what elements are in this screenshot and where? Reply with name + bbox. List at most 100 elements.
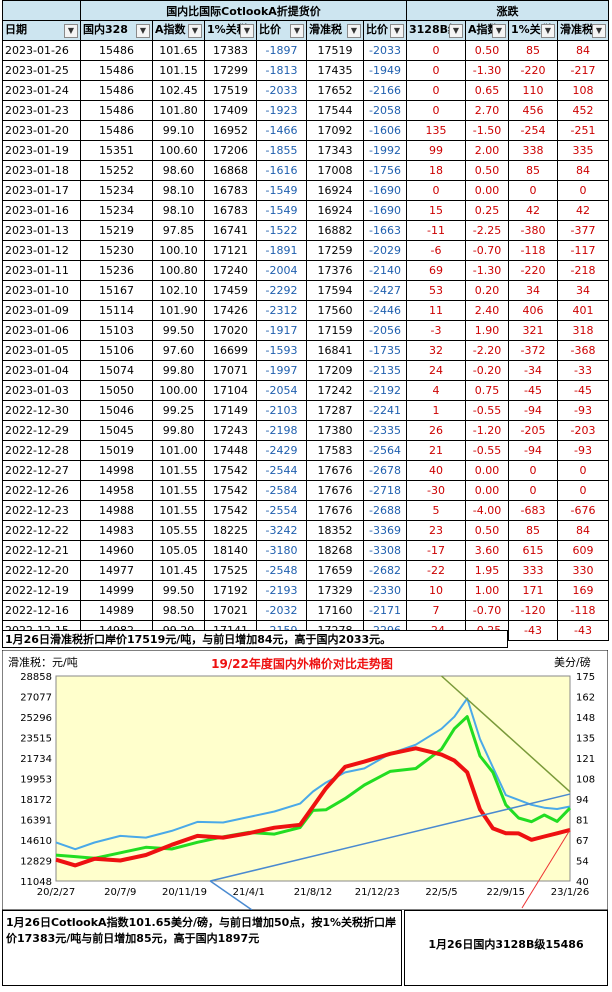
table-row: 2022-12-20 14977 101.45 17525 -2548 17659 -268… [2,560,609,581]
y-right-tick-label: 162 [576,693,595,704]
x-tick-label: 20/7/9 [104,887,136,898]
filter-dropdown-icon[interactable]: ▼ [592,24,606,38]
table-cell: 0 [557,180,609,201]
table-cell: 2023-01-20 [2,120,81,141]
table-cell: 333 [508,560,558,581]
filter-dropdown-icon[interactable]: ▼ [64,24,78,38]
table-cell: 2022-12-20 [2,560,81,581]
table-cell: -1949 [363,60,407,81]
series-line-0 [55,697,571,851]
table-cell: 0.65 [465,80,509,101]
table-cell: 169 [557,580,609,601]
table-cell: -0.70 [465,600,509,621]
filter-dropdown-icon[interactable]: ▼ [390,24,404,38]
table-cell: -3180 [256,540,307,561]
y-left-tick-label: 27077 [20,693,52,704]
table-cell: 17104 [204,380,257,401]
table-cell: 32 [406,340,466,361]
table-row: 2023-01-11 15236 100.80 17240 -2004 17376 -214… [2,260,609,281]
filter-dropdown-icon[interactable]: ▼ [188,24,202,38]
table-cell: -3308 [363,540,407,561]
filter-dropdown-icon[interactable]: ▼ [492,24,506,38]
filter-dropdown-icon[interactable]: ▼ [541,24,555,38]
table-cell: 15486 [80,120,153,141]
table-cell: -2688 [363,500,407,521]
table-cell: 84 [557,40,609,61]
table-cell: 16868 [204,160,257,181]
y-left-tick-label: 19953 [20,775,52,786]
column-header-label: 比价 [259,23,281,36]
table-row: 2023-01-19 15351 100.60 17206 -1855 17343 -199… [2,140,609,161]
table-cell: 17160 [306,600,364,621]
column-header-row: 日期 ▼ 国内328 ▼ A指数 ▼ 1%关税 ▼ 比价 ▼ 滑准税 ▼ 比价 ▼ 3128B级 ▼ A指数 ▼ 1… [2,20,609,41]
column-header-label: 滑准税 [560,23,593,36]
table-cell: 15486 [80,60,153,81]
filter-dropdown-icon[interactable]: ▼ [240,24,254,38]
table-cell: 0 [406,180,466,201]
table-cell: -1549 [256,200,307,221]
column-header-9: 1%关税 ▼ [508,20,558,41]
table-cell: 102.10 [152,280,205,301]
note-bottom-right-text: 1月26日国内3128B级15486 [428,938,584,951]
table-cell: 17594 [306,280,364,301]
table-cell: 2023-01-18 [2,160,81,181]
table-cell: -1466 [256,120,307,141]
table-cell: -254 [508,120,558,141]
table-cell: 99.50 [152,580,205,601]
table-cell: 0 [508,460,558,481]
table-cell: 16783 [204,200,257,221]
table-cell: 24 [406,360,466,381]
table-cell: 17519 [306,40,364,61]
column-header-1: 国内328 ▼ [80,20,153,41]
table-cell: 99 [406,140,466,161]
column-header-8: A指数 ▼ [465,20,509,41]
table-cell: -2192 [363,380,407,401]
table-cell: -1855 [256,140,307,161]
table-cell: 17435 [306,60,364,81]
table-cell: 17287 [306,400,364,421]
table-cell: 2023-01-25 [2,60,81,81]
table-row: 2023-01-17 15234 98.10 16783 -1549 16924 -1690… [2,180,609,201]
chart-marks: 11048 12829 14610 16391 18172 19953 21734 23515… [20,672,595,911]
table-cell: -3369 [363,520,407,541]
table-cell: 34 [557,280,609,301]
filter-dropdown-icon[interactable]: ▼ [449,24,463,38]
table-cell: 17676 [306,500,364,521]
table-cell: 2023-01-19 [2,140,81,161]
table-cell: 4 [406,380,466,401]
table-cell: 17459 [204,280,257,301]
table-cell: 2022-12-28 [2,440,81,461]
column-header-label: A指数 [468,23,499,36]
table-cell: 98.60 [152,160,205,181]
table-cell: 335 [557,140,609,161]
y-left-tick-label: 12829 [20,857,52,868]
table-cell: 406 [508,300,558,321]
filter-dropdown-icon[interactable]: ▼ [290,24,304,38]
table-cell: 17583 [306,440,364,461]
table-cell: 17071 [204,360,257,381]
series-line-2 [55,746,571,868]
table-cell: 40 [406,460,466,481]
table-cell: -45 [557,380,609,401]
y-right-tick-label: 135 [576,734,595,745]
table-cell: 17376 [306,260,364,281]
table-cell: 11 [406,300,466,321]
table-cell: -1756 [363,160,407,181]
table-cell: -2032 [256,600,307,621]
filter-dropdown-icon[interactable]: ▼ [136,24,150,38]
table-cell: 17659 [306,560,364,581]
table-cell: 17206 [204,140,257,161]
table-cell: 100.80 [152,260,205,281]
table-row: 2023-01-13 15219 97.85 16741 -1522 16882 -1663… [2,220,609,241]
table-cell: 17542 [204,500,257,521]
filter-dropdown-icon[interactable]: ▼ [347,24,361,38]
table-cell: -6 [406,240,466,261]
table-cell: 101.55 [152,460,205,481]
column-header-10: 滑准税 ▼ [557,20,609,41]
table-cell: 1.90 [465,320,509,341]
table-cell: 17542 [204,460,257,481]
x-tick-label: 21/4/1 [233,887,265,898]
table-cell: -2140 [363,260,407,281]
table-cell: 18268 [306,540,364,561]
table-cell: 15114 [80,300,153,321]
